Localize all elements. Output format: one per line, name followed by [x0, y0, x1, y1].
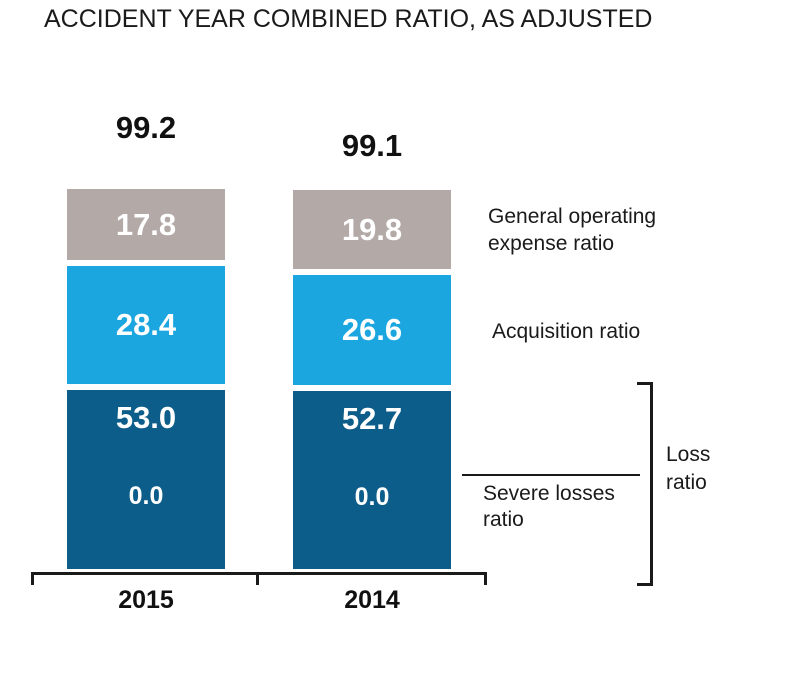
- legend-loss-line2: ratio: [666, 471, 707, 494]
- segment-loss-2014: 52.7 0.0: [293, 391, 451, 569]
- stacked-bar-2015: 17.8 28.4 53.0 0.0: [67, 189, 225, 569]
- legend-general-operating-expense-label: General operating expense ratio: [488, 203, 656, 257]
- x-axis-tick-middle: [256, 572, 259, 585]
- severe-losses-leader-line: [462, 474, 640, 476]
- segment-value-severe-losses-2015: 0.0: [128, 482, 164, 510]
- legend-severe-line1: Severe losses: [483, 482, 615, 505]
- total-label-2014: 99.1: [341, 128, 403, 163]
- total-label-2015: 99.2: [115, 110, 177, 145]
- chart-title: ACCIDENT YEAR COMBINED RATIO, AS ADJUSTE…: [44, 5, 653, 33]
- x-axis-label-2014: 2014: [344, 586, 400, 614]
- loss-ratio-bracket: [637, 382, 653, 586]
- segment-expense-2015: 17.8: [67, 189, 225, 260]
- legend-acquisition-ratio-label: Acquisition ratio: [492, 320, 641, 343]
- segment-acquisition-2015: 28.4: [67, 266, 225, 384]
- segment-expense-2014: 19.8: [293, 190, 451, 269]
- segment-value-acquisition-2014: 26.6: [341, 312, 403, 347]
- segment-value-expense-2015: 17.8: [115, 206, 177, 242]
- segment-value-severe-losses-2014: 0.0: [354, 483, 390, 511]
- x-axis-tick-right: [484, 572, 487, 585]
- legend-loss-line1: Loss: [666, 443, 711, 466]
- segment-loss-2015: 53.0 0.0: [67, 390, 225, 569]
- segment-value-loss-2014: 52.7: [341, 401, 403, 436]
- segment-value-expense-2014: 19.8: [341, 211, 403, 247]
- x-axis-line: [31, 572, 487, 575]
- legend-severe-losses-label: Severe losses ratio: [483, 481, 615, 533]
- legend-expense-line1: General operating: [488, 205, 657, 228]
- x-axis-tick-left: [31, 572, 34, 585]
- segment-value-acquisition-2015: 28.4: [115, 307, 177, 342]
- x-axis-label-2015: 2015: [118, 586, 174, 614]
- legend-loss-ratio-label: Loss ratio: [666, 441, 710, 497]
- legend-severe-line2: ratio: [483, 508, 524, 531]
- segment-value-loss-2015: 53.0: [115, 400, 177, 435]
- legend-expense-line2: expense ratio: [488, 232, 615, 255]
- segment-acquisition-2014: 26.6: [293, 275, 451, 385]
- stacked-bar-2014: 19.8 26.6 52.7 0.0: [293, 190, 451, 569]
